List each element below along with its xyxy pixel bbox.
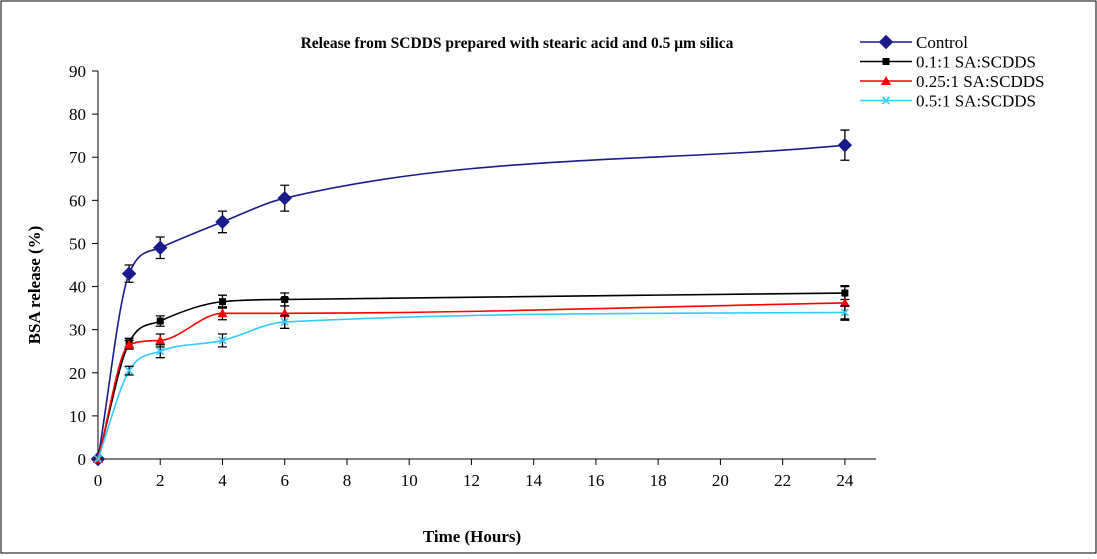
x-tick-label: 24 — [836, 471, 854, 490]
legend-label-0-5-1-sa-scdds: 0.5:1 SA:SCDDS — [916, 92, 1036, 111]
data-point-control — [121, 266, 137, 281]
data-point-0-1-1-sa-scdds — [156, 317, 164, 325]
data-point-control — [153, 240, 168, 255]
data-point-control — [837, 137, 853, 153]
y-tick-label: 20 — [69, 364, 86, 383]
y-tick-label: 0 — [78, 450, 87, 469]
y-tick-label: 50 — [69, 234, 86, 253]
x-tick-label: 14 — [525, 471, 543, 490]
x-tick-label: 22 — [774, 471, 791, 490]
data-point-control — [277, 190, 292, 206]
legend-label-0-1-1-sa-scdds: 0.1:1 SA:SCDDS — [916, 53, 1036, 72]
x-tick-label: 2 — [156, 471, 165, 490]
x-axis-title: Time (Hours) — [423, 527, 521, 546]
x-tick-label: 18 — [650, 471, 667, 490]
y-tick-label: 80 — [69, 105, 86, 124]
x-tick-label: 10 — [401, 471, 418, 490]
x-tick-label: 8 — [343, 471, 352, 490]
data-point-control — [215, 214, 230, 230]
y-tick-label: 90 — [69, 62, 86, 81]
legend-marker-control — [878, 34, 894, 50]
data-point-0-25-1-sa-scdds — [124, 339, 135, 349]
y-tick-label: 60 — [69, 191, 86, 210]
data-point-0-5-1-sa-scdds — [156, 347, 165, 356]
x-tick-label: 4 — [218, 471, 227, 490]
data-point-0-1-1-sa-scdds — [218, 298, 226, 306]
x-tick-label: 20 — [712, 471, 729, 490]
data-point-0-5-1-sa-scdds — [280, 317, 289, 326]
x-tick-label: 0 — [94, 471, 103, 490]
data-point-0-5-1-sa-scdds — [125, 366, 134, 375]
legend-marker-0-5-1-sa-scdds — [881, 96, 891, 105]
y-axis-title: BSA release (%) — [25, 226, 44, 345]
data-point-0-5-1-sa-scdds — [218, 336, 227, 345]
data-point-0-25-1-sa-scdds — [155, 335, 166, 345]
y-tick-label: 10 — [69, 407, 86, 426]
data-point-0-25-1-sa-scdds — [839, 297, 850, 307]
y-tick-label: 70 — [69, 148, 86, 167]
chart-title: Release from SCDDS prepared with stearic… — [301, 35, 734, 52]
legend-marker-0-1-1-sa-scdds — [882, 58, 890, 65]
data-point-0-25-1-sa-scdds — [217, 308, 228, 318]
legend-label-0-25-1-sa-scdds: 0.25:1 SA:SCDDS — [916, 72, 1044, 91]
x-tick-label: 16 — [587, 471, 604, 490]
data-point-0-5-1-sa-scdds — [840, 308, 849, 317]
x-tick-label: 6 — [280, 471, 289, 490]
legend-label-control: Control — [916, 33, 968, 52]
data-point-0-5-1-sa-scdds — [93, 454, 103, 464]
x-tick-label: 12 — [463, 471, 480, 490]
legend-marker-0-25-1-sa-scdds — [881, 76, 891, 85]
y-tick-label: 40 — [69, 278, 86, 297]
y-tick-label: 30 — [69, 321, 86, 340]
